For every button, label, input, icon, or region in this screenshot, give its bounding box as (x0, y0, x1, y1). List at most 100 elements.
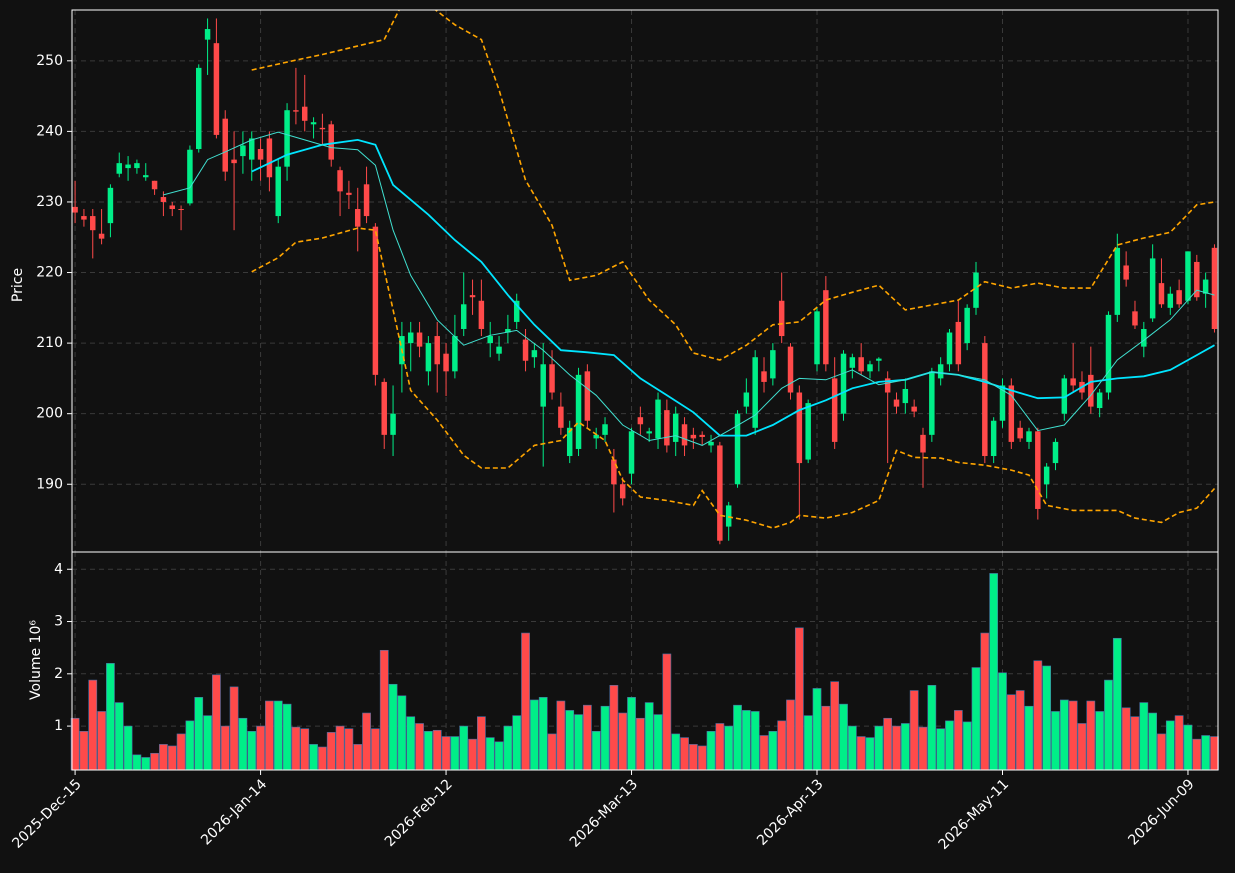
candle-body (1211, 247, 1218, 329)
candle-body (240, 145, 246, 157)
volume-bar (159, 744, 168, 771)
volume-bar (759, 735, 769, 771)
candle-body (664, 410, 670, 446)
price-tick-label: 210 (36, 335, 63, 351)
volume-bar (194, 697, 204, 771)
candle-body (849, 357, 856, 368)
candle-body (513, 300, 520, 322)
candle-body (1194, 261, 1200, 298)
candle-body (151, 180, 158, 190)
candle-body (840, 353, 847, 414)
volume-bar (1192, 738, 1202, 771)
candle-body (549, 364, 555, 393)
candle-body (1105, 314, 1112, 393)
candle-body (823, 290, 829, 365)
volume-bar (998, 672, 1007, 771)
volume-bar (1183, 724, 1193, 771)
candle-body (867, 364, 873, 372)
candle-body (761, 371, 767, 382)
volume-bar (88, 679, 98, 771)
candle-body (717, 445, 723, 541)
candle-body (284, 110, 290, 167)
candle-body (213, 43, 220, 135)
volume-bar (583, 704, 592, 771)
candle-body (602, 424, 608, 435)
volume-tick-label: 3 (54, 614, 63, 630)
candle-body (708, 441, 714, 446)
volume-bar (1024, 705, 1034, 771)
candle-body (1114, 247, 1121, 315)
volume-bar (114, 702, 124, 771)
candle-body (1026, 431, 1032, 442)
volume-bar (927, 685, 937, 771)
candle-body (778, 300, 785, 337)
candle-body (319, 127, 326, 130)
volume-bar (273, 700, 283, 771)
candle-body (1141, 328, 1147, 347)
volume-bar (830, 681, 840, 771)
candle-body (990, 420, 997, 457)
candle-body (893, 399, 900, 407)
candle-body (443, 353, 449, 372)
candle-body (955, 321, 962, 365)
volume-bar (1051, 711, 1060, 771)
candle-body (876, 358, 882, 361)
volume-bar (900, 723, 910, 771)
candle-body (293, 110, 299, 112)
volume-bar (839, 703, 848, 771)
volume-bar (680, 737, 689, 771)
volume-bar (1210, 736, 1219, 771)
volume-bar (106, 663, 115, 771)
volume-bar (229, 686, 239, 771)
candle-body (354, 209, 361, 227)
volume-bar (821, 705, 831, 771)
candle-body (734, 413, 741, 485)
price-tick-label: 240 (36, 123, 63, 139)
volume-bar (406, 716, 416, 771)
volume-bar (503, 725, 513, 771)
volume-bar (627, 697, 636, 771)
volume-bar (1148, 712, 1158, 771)
candle-body (937, 364, 944, 379)
candle-body (1043, 466, 1050, 485)
candle-body (434, 336, 440, 365)
candle-body (469, 295, 476, 298)
volume-bar (1068, 700, 1078, 771)
volume-bar (344, 728, 354, 771)
volume-bar (485, 737, 495, 771)
volume-bar (706, 731, 716, 771)
candle-body (275, 166, 281, 217)
indicator-line (251, 10, 1215, 361)
candle-body (416, 332, 423, 347)
volume-bar (609, 685, 619, 771)
candle-body (196, 67, 202, 150)
volume-bar (591, 731, 601, 771)
volume-bar (123, 725, 133, 771)
candle-body (1088, 374, 1094, 407)
volume-bar (697, 745, 707, 771)
candle-body (558, 406, 564, 428)
candle-body (929, 371, 935, 435)
candle-body (249, 138, 255, 160)
volume-bar (909, 690, 919, 771)
candle-body (505, 328, 511, 333)
volume-bar (618, 712, 628, 771)
volume-bar (741, 710, 751, 771)
volume-bar (335, 725, 345, 771)
volume-bar (1042, 665, 1052, 771)
volume-bar (291, 726, 301, 771)
candle-body (619, 484, 626, 499)
volume-bar (786, 699, 795, 771)
candle-body (920, 434, 926, 453)
candle-body (1149, 258, 1156, 319)
volume-bar (1086, 700, 1096, 771)
volume-bar (945, 720, 954, 771)
candle-body (222, 118, 228, 172)
candle-body (902, 388, 909, 404)
volume-bar (574, 714, 583, 771)
volume-bar (989, 573, 999, 771)
volume-bar (1165, 720, 1175, 771)
price-tick-label: 220 (36, 265, 63, 281)
volume-bar (1095, 711, 1105, 771)
volume-bar (538, 697, 548, 771)
